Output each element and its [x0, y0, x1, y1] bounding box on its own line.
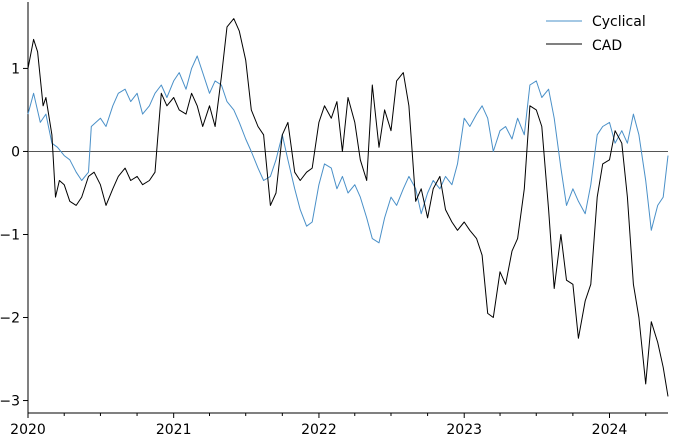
x-tick-label: 2021 — [156, 422, 192, 438]
legend-label-cyclical: Cyclical — [592, 14, 646, 30]
legend-label-cad: CAD — [592, 38, 622, 54]
y-tick-label: 0 — [11, 144, 20, 160]
x-tick-label: 2023 — [446, 422, 482, 438]
y-tick-label: −2 — [0, 311, 20, 327]
series-line-cyclical — [27, 55, 669, 244]
x-tick-label: 2022 — [301, 422, 337, 438]
axes — [27, 2, 668, 414]
series-layer — [27, 18, 669, 397]
tick-layer: 1 0 −1 −2 −3 2020 2021 2022 2023 2024 — [0, 61, 647, 438]
y-tick-label: −3 — [0, 394, 20, 410]
x-tick-label: 2020 — [10, 422, 46, 438]
legend: Cyclical CAD — [546, 14, 646, 54]
y-tick-label: −1 — [0, 227, 20, 243]
y-tick-label: 1 — [11, 61, 20, 77]
series-line-cad — [27, 18, 669, 397]
x-tick-label: 2024 — [592, 422, 628, 438]
